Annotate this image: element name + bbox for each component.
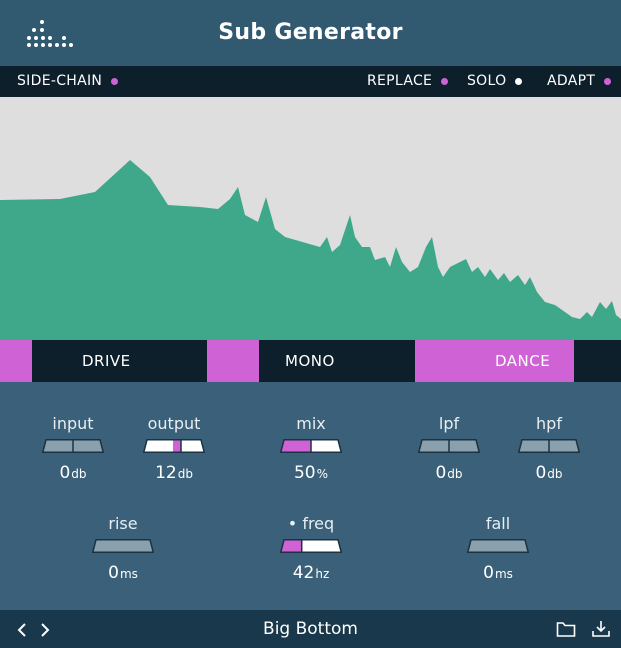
freq-value: 42hz <box>292 563 330 583</box>
chevron-right-icon[interactable] <box>37 622 53 638</box>
fall-label: fall <box>485 514 511 533</box>
input-label: input <box>52 414 94 433</box>
mode-bar: SIDE-CHAIN REPLACE SOLO ADAPT <box>0 66 621 97</box>
chevron-left-icon[interactable] <box>14 622 30 638</box>
mix-control: mix 50% <box>271 414 351 484</box>
hpf-value: 0db <box>535 463 563 483</box>
replace-label: REPLACE <box>367 73 433 89</box>
output-control: output 12db <box>134 414 214 484</box>
sidechain-indicator <box>111 77 119 85</box>
freq-control: • freq 42hz <box>271 514 351 584</box>
hpf-control: hpf 0db <box>509 414 589 484</box>
input-value: 0db <box>59 463 87 483</box>
mix-fader[interactable] <box>280 439 342 453</box>
input-control: input 0db <box>33 414 113 484</box>
rise-control: rise 0ms <box>83 514 163 584</box>
lpf-control: lpf 0db <box>409 414 489 484</box>
replace-indicator <box>441 77 449 85</box>
dance-switch-block[interactable] <box>415 340 574 382</box>
solo-label: SOLO <box>467 73 507 89</box>
drive-switch[interactable]: DRIVE <box>82 352 131 370</box>
mono-switch[interactable]: MONO <box>285 352 335 370</box>
sidechain-toggle[interactable]: SIDE-CHAIN <box>17 73 119 89</box>
solo-toggle[interactable]: SOLO <box>467 73 523 89</box>
fall-value: 0ms <box>483 563 513 583</box>
fall-fader[interactable] <box>467 539 529 553</box>
fall-control: fall 0ms <box>458 514 538 584</box>
sidechain-label: SIDE-CHAIN <box>17 73 103 89</box>
input-fader[interactable] <box>42 439 104 453</box>
hpf-label: hpf <box>536 414 562 433</box>
adapt-indicator <box>604 77 612 85</box>
lpf-value: 0db <box>435 463 463 483</box>
mix-value: 50% <box>293 463 329 483</box>
solo-indicator <box>515 77 523 85</box>
output-fader[interactable] <box>143 439 205 453</box>
hpf-fader[interactable] <box>518 439 580 453</box>
spectrum-display <box>0 97 621 340</box>
lpf-label: lpf <box>438 414 460 433</box>
title-bar: Sub Generator <box>0 0 621 66</box>
dotted-logo-icon[interactable] <box>26 19 78 47</box>
rise-value: 0ms <box>108 563 138 583</box>
switch-bar: DRIVE MONO DANCE <box>0 340 621 382</box>
preset-name[interactable]: Big Bottom <box>263 619 358 639</box>
preset-bar: Big Bottom <box>0 610 621 648</box>
controls-panel: input 0db output 12db mix 50% lpf 0db hp… <box>0 382 621 610</box>
folder-icon[interactable] <box>556 620 576 638</box>
spectrum-graph <box>0 160 621 340</box>
output-value: 12db <box>155 463 193 483</box>
drive-switch-block[interactable] <box>0 340 32 382</box>
lpf-fader[interactable] <box>418 439 480 453</box>
freq-label: • freq <box>287 514 335 533</box>
mono-switch-block[interactable] <box>207 340 259 382</box>
output-label: output <box>147 414 201 433</box>
rise-label: rise <box>108 514 138 533</box>
adapt-toggle[interactable]: ADAPT <box>547 73 612 89</box>
dance-switch[interactable]: DANCE <box>495 352 551 370</box>
replace-toggle[interactable]: REPLACE <box>367 73 449 89</box>
spectrum-area <box>0 160 621 340</box>
download-icon[interactable] <box>591 620 611 638</box>
freq-fader[interactable] <box>280 539 342 553</box>
app-title: Sub Generator <box>218 20 403 45</box>
adapt-label: ADAPT <box>547 73 596 89</box>
mix-label: mix <box>296 414 326 433</box>
rise-fader[interactable] <box>92 539 154 553</box>
